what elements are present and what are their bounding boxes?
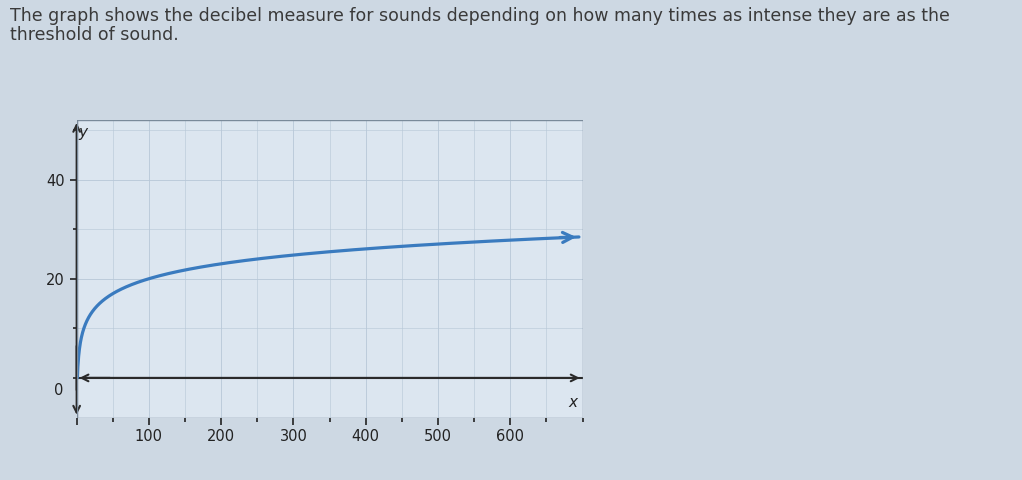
Text: threshold of sound.: threshold of sound. bbox=[10, 26, 179, 45]
Text: The graph shows the decibel measure for sounds depending on how many times as in: The graph shows the decibel measure for … bbox=[10, 7, 950, 25]
Text: 0: 0 bbox=[54, 383, 63, 398]
Text: x: x bbox=[568, 395, 577, 410]
Text: y: y bbox=[79, 125, 88, 140]
